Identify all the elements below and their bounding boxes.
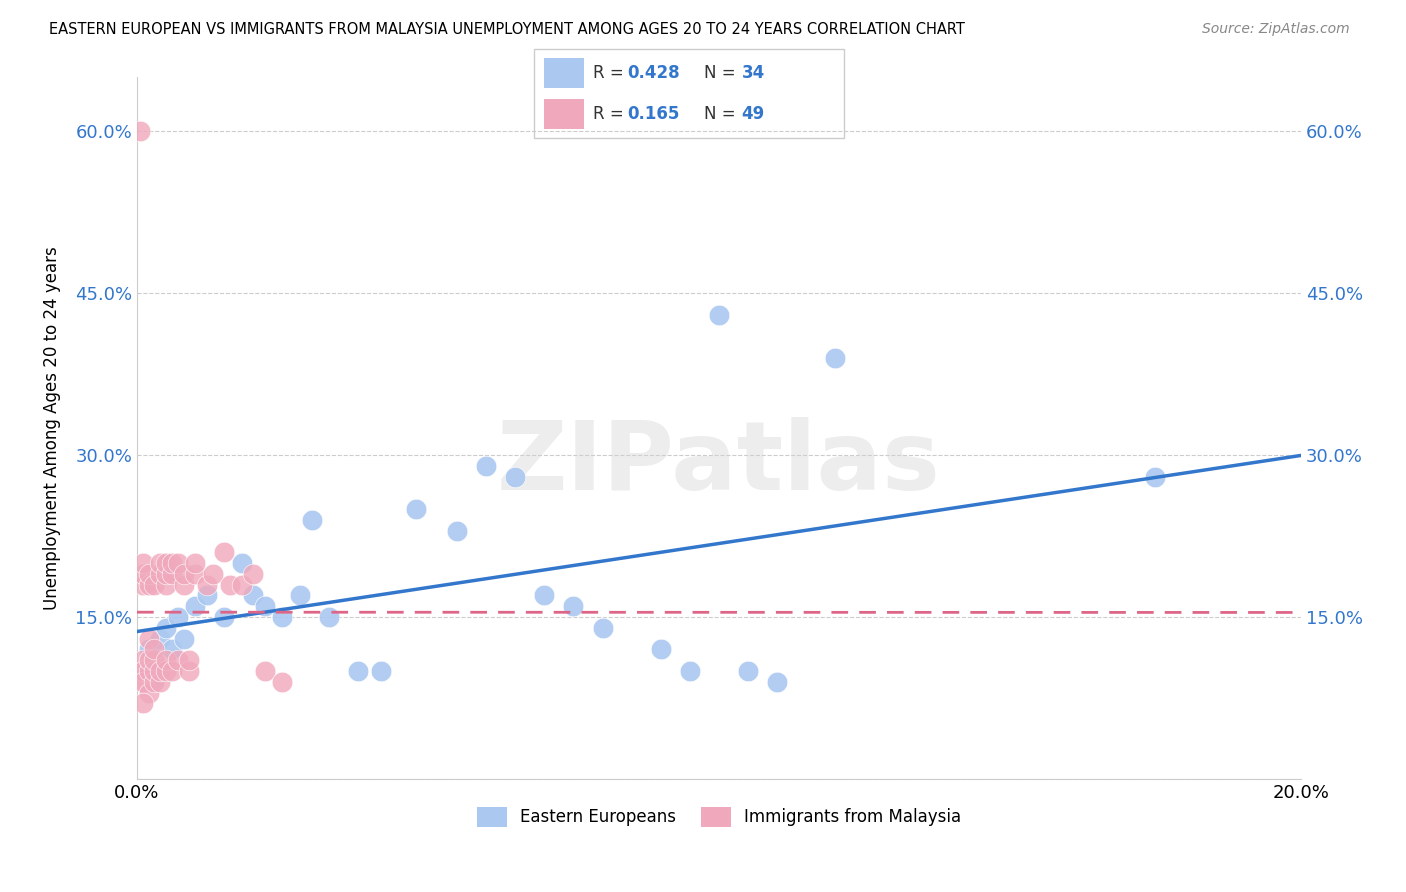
Point [149, 566, 172, 581]
Text: Source: ZipAtlas.com: Source: ZipAtlas.com [1202, 22, 1350, 37]
Point [132, 697, 155, 711]
Point [143, 674, 166, 689]
Point [132, 664, 155, 678]
Point [271, 610, 294, 624]
Point [679, 664, 702, 678]
Point [132, 664, 155, 678]
Point [737, 664, 759, 678]
Point [592, 621, 614, 635]
Point [242, 566, 264, 581]
Point [347, 664, 370, 678]
Point [370, 664, 392, 678]
Point [138, 566, 160, 581]
Point [184, 556, 207, 570]
Point [160, 556, 183, 570]
Point [446, 524, 468, 538]
Point [132, 566, 155, 581]
Point [242, 589, 264, 603]
Point [253, 664, 276, 678]
Legend: Eastern Europeans, Immigrants from Malaysia: Eastern Europeans, Immigrants from Malay… [470, 800, 967, 834]
Point [184, 599, 207, 614]
Point [155, 621, 177, 635]
Point [132, 674, 155, 689]
Point [766, 674, 789, 689]
Text: ZIPatlas: ZIPatlas [496, 417, 941, 509]
Point [129, 124, 152, 138]
Point [318, 610, 340, 624]
Point [301, 513, 323, 527]
Point [160, 642, 183, 657]
Point [132, 556, 155, 570]
Text: N =: N = [704, 64, 741, 82]
Point [195, 589, 218, 603]
Point [155, 577, 177, 591]
Point [707, 308, 730, 322]
Point [219, 577, 242, 591]
Point [143, 642, 166, 657]
Point [1144, 469, 1167, 483]
Point [533, 589, 555, 603]
Bar [544, 99, 583, 129]
Point [650, 642, 672, 657]
Point [271, 674, 294, 689]
Point [166, 610, 188, 624]
Point [475, 458, 498, 473]
Point [149, 674, 172, 689]
Point [166, 556, 188, 570]
Point [143, 674, 166, 689]
Point [143, 653, 166, 667]
Text: 34: 34 [741, 64, 765, 82]
Point [149, 632, 172, 646]
Point [503, 469, 526, 483]
Point [173, 577, 195, 591]
Point [155, 653, 177, 667]
Point [138, 664, 160, 678]
Point [201, 566, 224, 581]
Point [179, 664, 201, 678]
Point [155, 556, 177, 570]
Point [143, 664, 166, 678]
Text: 0.165: 0.165 [627, 105, 679, 123]
Text: 0.428: 0.428 [627, 64, 679, 82]
Point [138, 653, 160, 667]
Point [195, 577, 218, 591]
Point [155, 664, 177, 678]
Point [149, 664, 172, 678]
Point [562, 599, 585, 614]
Point [149, 556, 172, 570]
Point [288, 589, 311, 603]
Point [253, 599, 276, 614]
Point [138, 642, 160, 657]
Text: EASTERN EUROPEAN VS IMMIGRANTS FROM MALAYSIA UNEMPLOYMENT AMONG AGES 20 TO 24 YE: EASTERN EUROPEAN VS IMMIGRANTS FROM MALA… [49, 22, 965, 37]
Point [132, 664, 155, 678]
Point [179, 653, 201, 667]
Point [143, 577, 166, 591]
Point [405, 502, 427, 516]
Point [173, 566, 195, 581]
Text: R =: R = [593, 105, 628, 123]
Point [138, 685, 160, 699]
Point [132, 674, 155, 689]
Text: R =: R = [593, 64, 628, 82]
Text: N =: N = [704, 105, 741, 123]
Text: 49: 49 [741, 105, 765, 123]
Point [231, 556, 253, 570]
Point [231, 577, 253, 591]
Point [173, 632, 195, 646]
Point [132, 653, 155, 667]
Y-axis label: Unemployment Among Ages 20 to 24 years: Unemployment Among Ages 20 to 24 years [44, 246, 60, 610]
Point [184, 566, 207, 581]
Point [214, 545, 236, 559]
Point [214, 610, 236, 624]
Point [138, 632, 160, 646]
Point [166, 653, 188, 667]
Point [132, 577, 155, 591]
Bar [544, 58, 583, 88]
Point [160, 566, 183, 581]
Point [138, 577, 160, 591]
Point [160, 664, 183, 678]
Point [824, 351, 846, 365]
Point [155, 566, 177, 581]
